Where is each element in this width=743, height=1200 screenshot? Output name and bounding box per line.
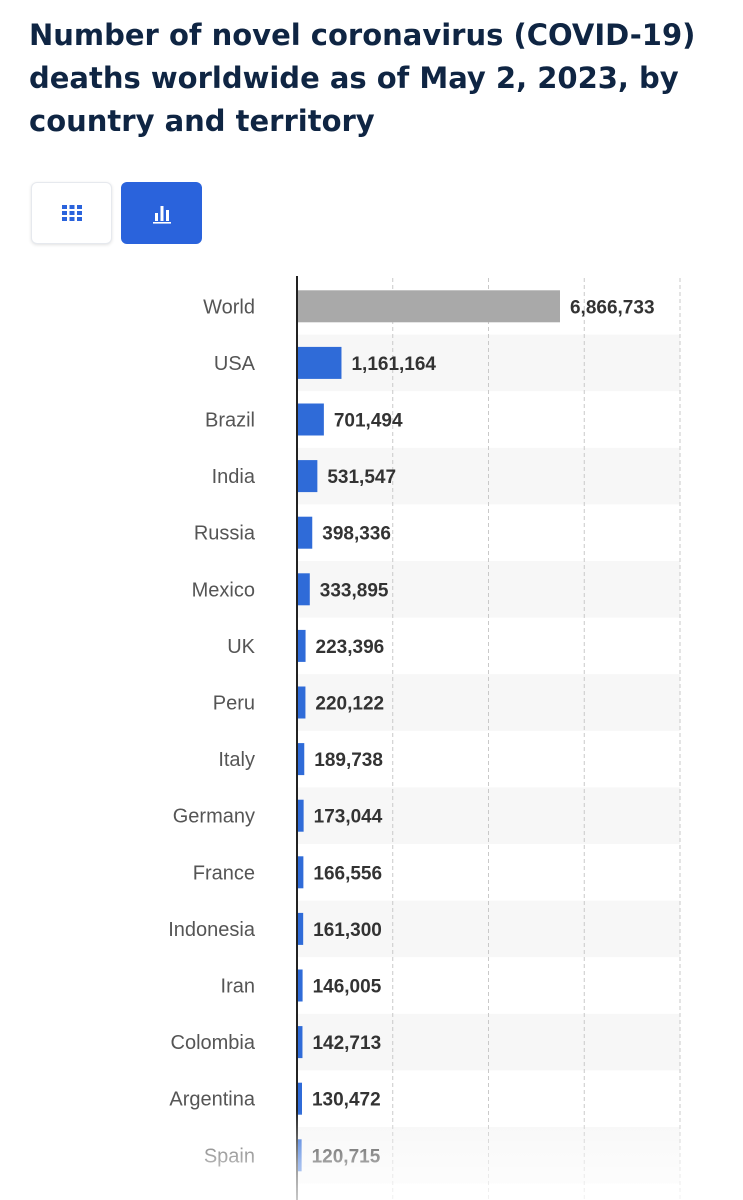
bar: [297, 346, 342, 379]
bar-chart: World 6,866,733 USA 1,161,164 Brazil 701,494 I…: [168, 276, 681, 1200]
category-label: Mexico: [192, 579, 255, 601]
category-label: Argentina: [169, 1089, 255, 1111]
value-label: 142,713: [312, 1033, 381, 1054]
bar: [297, 516, 313, 549]
bar: [297, 969, 303, 1002]
table-view-button[interactable]: [31, 182, 112, 244]
bar: [297, 403, 324, 436]
value-label: 189,738: [314, 750, 383, 771]
category-label: Russia: [194, 523, 256, 545]
value-label: 146,005: [313, 977, 382, 998]
value-label: 333,895: [320, 580, 389, 601]
bar: [297, 573, 310, 606]
bar: [297, 856, 304, 889]
category-label: World: [203, 296, 255, 318]
category-label: Indonesia: [168, 919, 256, 941]
bar: [297, 629, 306, 662]
bar: [297, 686, 306, 719]
value-label: 161,300: [313, 920, 382, 941]
bar: [297, 743, 305, 776]
grid-icon: [61, 205, 82, 221]
chart-title: Number of novel coronavirus (COVID-19) d…: [29, 18, 696, 138]
value-label: 6,866,733: [570, 297, 655, 318]
category-label: Iran: [221, 976, 255, 998]
category-label: Spain: [204, 1145, 255, 1167]
bar: [297, 460, 318, 493]
bar-chart-icon: [152, 206, 171, 224]
bar: [297, 799, 304, 832]
value-label: 1,161,164: [351, 354, 436, 375]
value-label: 701,494: [334, 411, 403, 432]
category-label: India: [212, 466, 256, 488]
value-label: 173,044: [314, 807, 383, 828]
category-label: UK: [227, 636, 255, 658]
category-label: Italy: [218, 749, 255, 771]
category-label: Peru: [213, 693, 255, 715]
bar: [297, 290, 560, 323]
value-label: 220,122: [315, 694, 384, 715]
value-label: 531,547: [327, 467, 396, 488]
bar: [297, 1082, 302, 1115]
chart-view-button[interactable]: [121, 182, 202, 244]
category-label: USA: [214, 353, 256, 375]
bar: [297, 912, 304, 945]
category-label: France: [193, 862, 255, 884]
category-label: Brazil: [205, 410, 255, 432]
value-label: 166,556: [313, 863, 382, 884]
value-label: 223,396: [316, 637, 385, 658]
category-label: Colombia: [171, 1032, 256, 1054]
category-label: Germany: [173, 806, 255, 828]
value-label: 398,336: [322, 524, 391, 545]
bar: [297, 1026, 303, 1059]
value-label: 120,715: [312, 1146, 381, 1167]
value-label: 130,472: [312, 1090, 381, 1111]
